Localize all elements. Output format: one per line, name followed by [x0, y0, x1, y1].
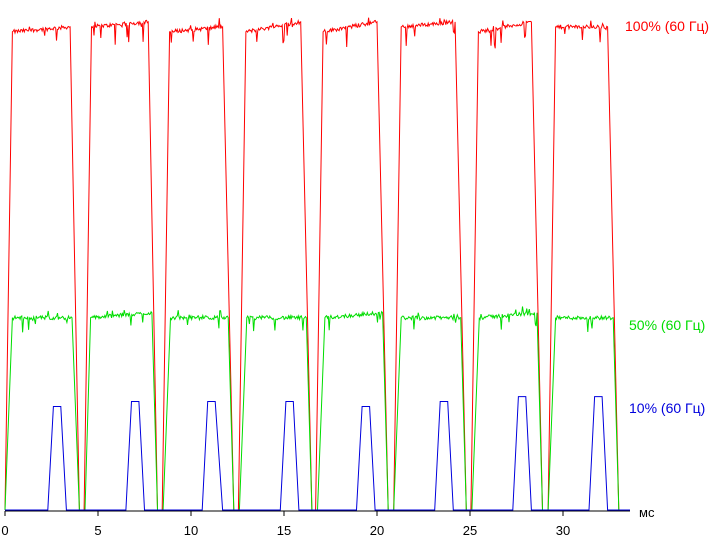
- x-tick-label: 20: [370, 523, 384, 538]
- x-tick-label: 30: [556, 523, 570, 538]
- series-line-100: [4, 17, 630, 511]
- x-ticks: 0 5 10 15 20 25 30: [1, 511, 570, 538]
- x-unit-label: мс: [639, 505, 655, 520]
- x-tick-label: 10: [184, 523, 198, 538]
- x-tick-label: 25: [463, 523, 477, 538]
- x-tick-label: 5: [94, 523, 101, 538]
- x-tick-label: 0: [1, 523, 8, 538]
- series-line-50: [4, 306, 630, 511]
- x-tick-label: 15: [277, 523, 291, 538]
- series-label-50: 50% (60 Гц): [629, 317, 705, 333]
- series-group: [4, 17, 630, 511]
- series-line-10: [5, 396, 630, 511]
- series-label-100: 100% (60 Гц): [625, 18, 709, 34]
- series-label-10: 10% (60 Гц): [629, 400, 705, 416]
